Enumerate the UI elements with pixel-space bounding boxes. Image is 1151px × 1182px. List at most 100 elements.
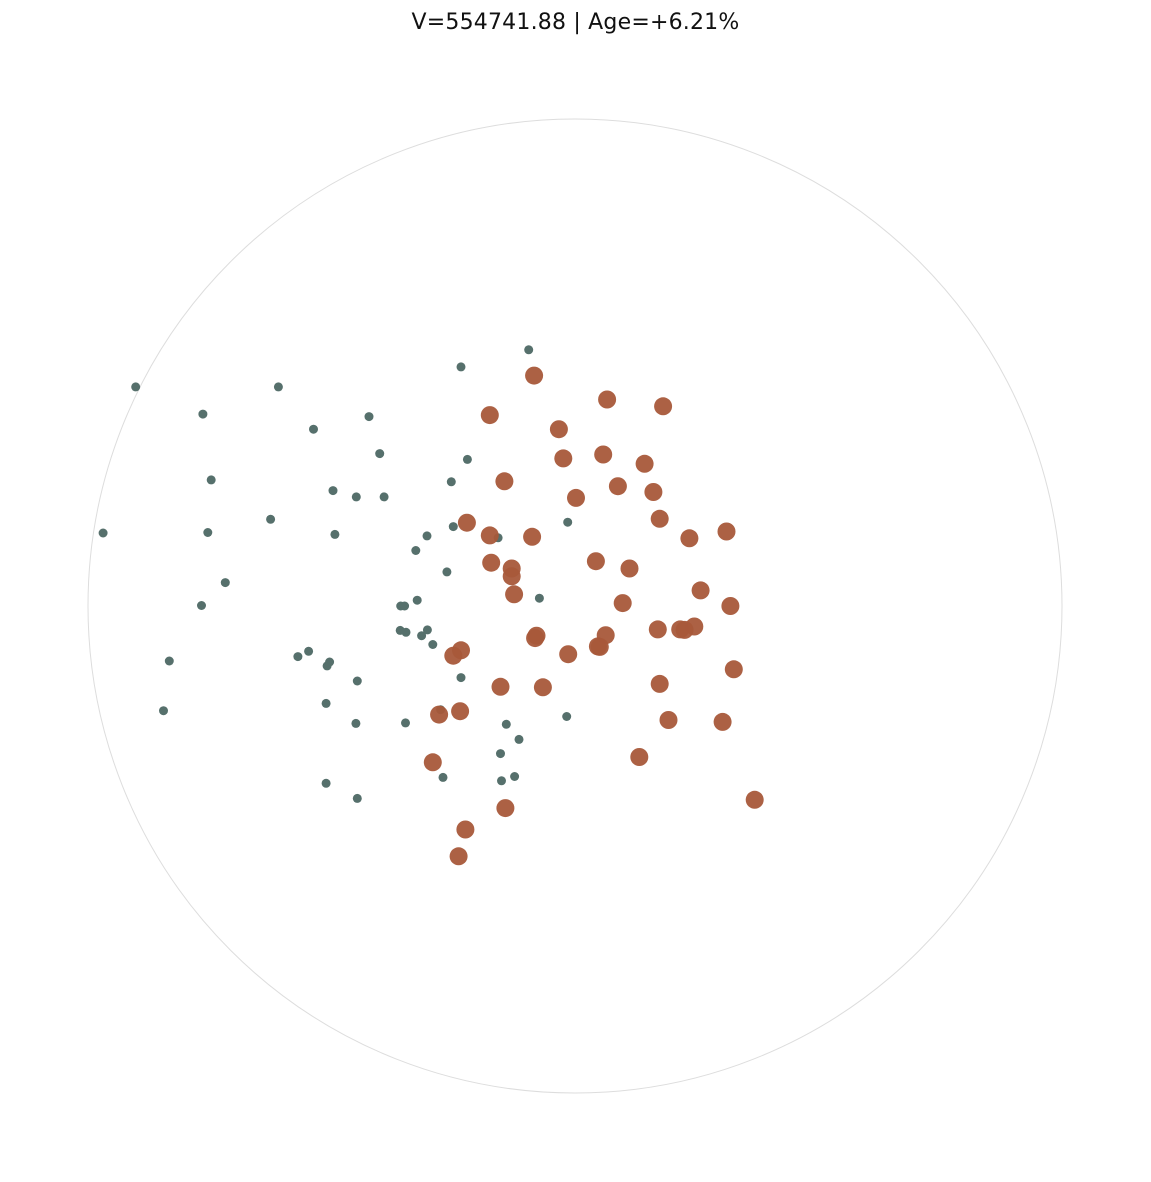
scatter-point-s1-44 [496, 749, 505, 759]
scatter-point-s1-25 [330, 529, 340, 539]
scatter-point-s1-6 [220, 578, 230, 588]
scatter-point-s2-4 [451, 702, 470, 721]
scatter-point-s2-42 [680, 529, 699, 548]
scatter-point-s2-13 [482, 553, 501, 572]
scatter-point-s2-35 [620, 559, 639, 578]
scatter-point-s1-56 [497, 776, 506, 786]
scatter-point-s2-7 [495, 472, 514, 491]
scatter-point-s2-25 [444, 646, 463, 665]
scatter-point-s2-40 [650, 674, 669, 693]
scatter-point-s1-28 [411, 546, 421, 555]
scatter-point-s1-13 [321, 698, 331, 708]
scatter-point-s2-36 [613, 594, 632, 613]
scatter-point-s2-50 [685, 617, 704, 636]
scatter-point-s2-6 [423, 753, 442, 772]
scatter-point-s2-29 [635, 454, 654, 473]
scatter-point-s2-32 [644, 483, 663, 501]
scatter-point-s1-29 [412, 595, 422, 605]
scatter-point-s1-20 [352, 676, 362, 686]
scatter-point-s2-31 [598, 390, 617, 409]
scatter-point-s1-8 [164, 656, 174, 666]
scatter-point-s1-22 [328, 486, 338, 496]
scatter-point-s1-42 [501, 719, 511, 729]
scatter-point-s1-52 [534, 593, 544, 603]
scatter-point-s2-10 [523, 527, 542, 546]
scatter-point-s2-47 [724, 660, 743, 679]
scatter-point-s1-43 [514, 734, 524, 744]
scatter-point-s2-46 [721, 597, 740, 615]
scatter-point-s2-16 [496, 799, 515, 818]
scatter-point-s2-34 [650, 509, 669, 528]
scatter-point-s1-11 [266, 514, 276, 524]
scatter-point-s1-41 [401, 718, 410, 728]
scatter-point-s1-4 [206, 475, 216, 485]
scatter-point-s1-35 [456, 673, 466, 683]
scatter-point-s1-14 [351, 718, 361, 728]
scatter-point-s1-50 [448, 522, 458, 532]
scatter-point-s1-46 [442, 567, 452, 577]
scatter-point-s1-27 [379, 492, 389, 502]
scatter-point-s2-1 [457, 513, 476, 532]
scatter-point-s1-15 [321, 778, 331, 788]
scatter-point-s2-14 [526, 629, 545, 648]
scatter-point-s2-15 [491, 677, 510, 696]
scatter-point-s1-1 [131, 382, 141, 392]
scatter-point-s1-33 [462, 454, 472, 464]
scatter-point-s2-45 [648, 620, 667, 639]
scatter-point-s2-22 [554, 449, 573, 468]
scatter-point-s2-23 [525, 366, 544, 385]
scatter-point-s1-24 [364, 412, 374, 422]
scatter-point-s1-9 [159, 706, 168, 716]
scatter-point-s2-39 [590, 637, 609, 656]
scatter-point-s2-5 [430, 705, 449, 724]
scatter-point-s1-12 [293, 652, 303, 662]
scatter-point-s2-8 [480, 526, 499, 545]
plot-boundary-circle [87, 118, 1063, 1094]
scatter-point-s1-53 [562, 712, 572, 721]
scatter-point-s1-55 [510, 772, 520, 781]
scatter-point-s1-3 [198, 409, 208, 419]
scatter-point-s1-51 [422, 531, 432, 541]
scatter-point-s1-2 [98, 528, 108, 538]
scatter-point-s1-21 [309, 424, 318, 434]
scatter-point-s2-19 [533, 678, 552, 697]
scatter-point-s2-28 [594, 445, 613, 464]
scatter-point-s1-16 [352, 793, 362, 803]
scatter-point-s2-24 [480, 406, 499, 425]
data-points [98, 345, 764, 866]
scatter-point-s1-30 [417, 631, 427, 641]
scatter-point-s1-23 [375, 449, 385, 459]
scatter-point-s2-53 [745, 790, 764, 809]
scatter-point-s2-48 [630, 748, 649, 766]
scatter-point-s2-18 [567, 488, 585, 507]
scatter-point-s1-10 [273, 382, 283, 392]
scatter-point-s1-54 [563, 517, 573, 527]
scatter-point-s1-47 [438, 772, 448, 782]
scatter-point-s1-37 [400, 601, 410, 611]
scatter-point-s1-7 [197, 601, 206, 610]
scatter-point-s2-51 [659, 711, 678, 729]
scatter-point-s2-33 [654, 397, 673, 416]
scatter-point-s2-26 [456, 820, 475, 839]
scatter-point-s1-49 [456, 362, 466, 372]
scatter-point-s1-48 [524, 345, 534, 355]
scatter-point-s2-52 [713, 712, 732, 731]
scatter-point-s2-17 [549, 420, 568, 439]
scatter-point-s2-27 [449, 847, 468, 866]
scatter-point-s1-17 [304, 646, 314, 656]
scatter-point-s2-21 [559, 645, 578, 664]
scatter-point-s1-38 [422, 625, 432, 635]
scatter-point-s1-19 [325, 657, 335, 667]
scatter-point-s2-9 [502, 567, 521, 586]
chart-title: V=554741.88 | Age=+6.21% [411, 10, 740, 35]
scatter-point-s1-39 [401, 627, 411, 637]
scatter-point-s2-11 [505, 585, 524, 604]
scatter-point-s1-5 [203, 528, 213, 537]
scatter-point-s2-43 [691, 581, 710, 600]
scatter-point-s2-20 [586, 552, 605, 571]
scatter-point-s1-26 [351, 492, 361, 502]
scatter-point-s2-44 [717, 522, 736, 541]
scatter-point-s2-30 [608, 477, 627, 496]
scatter-point-s1-32 [446, 477, 456, 487]
